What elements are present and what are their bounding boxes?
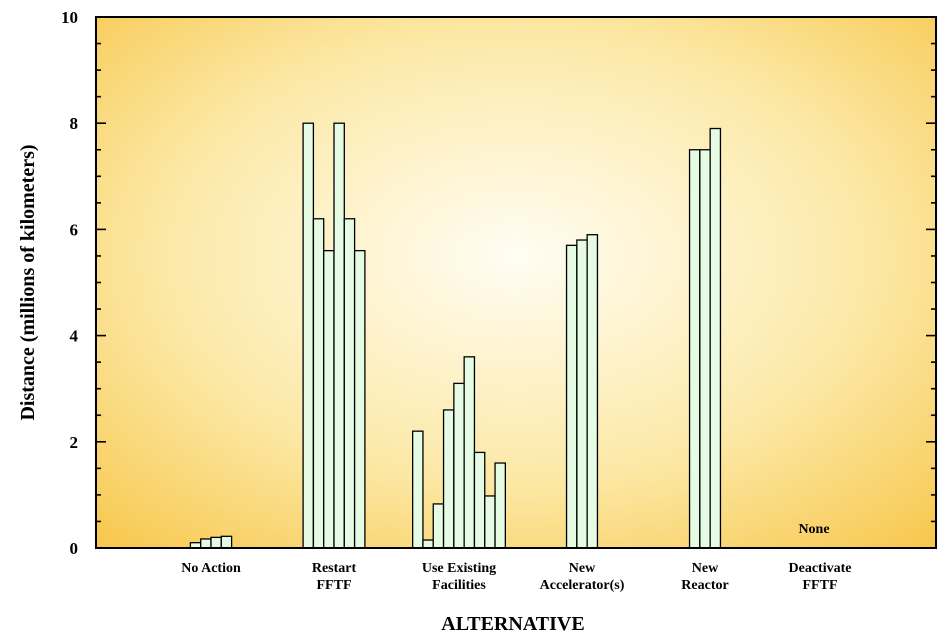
bar xyxy=(312,218,325,549)
category-label-line: FFTF xyxy=(317,578,352,593)
category-label-line: Facilities xyxy=(432,578,486,593)
bar xyxy=(200,538,212,549)
category-label-line: New xyxy=(569,561,596,576)
bar xyxy=(699,149,711,549)
bar xyxy=(473,451,486,549)
category-label-line: Deactivate xyxy=(789,561,852,576)
bar xyxy=(353,249,366,549)
category-label-line: No Action xyxy=(181,561,241,576)
y-tick-label: 4 xyxy=(70,327,79,346)
bar xyxy=(442,409,455,549)
bar xyxy=(463,356,476,549)
bar xyxy=(432,503,445,549)
category-label-line: Accelerator(s) xyxy=(540,578,625,593)
bar xyxy=(411,430,424,549)
bar xyxy=(323,249,335,549)
category-label-line: Reactor xyxy=(681,578,728,593)
bar xyxy=(343,218,356,549)
bar xyxy=(494,462,506,549)
bar xyxy=(484,495,496,549)
category-label: New Accelerator(s) xyxy=(540,561,625,593)
y-tick-label: 6 xyxy=(70,220,79,239)
bars-group xyxy=(189,122,722,549)
category-label: New Reactor xyxy=(681,561,728,593)
y-tick-label: 10 xyxy=(61,8,78,27)
y-tick-label: 8 xyxy=(70,114,79,133)
annotation-none: None xyxy=(798,522,829,537)
bar xyxy=(302,122,315,549)
category-label: Restart FFTF xyxy=(312,561,357,593)
category-label-line: Restart xyxy=(312,561,357,576)
bar xyxy=(333,122,345,549)
bar xyxy=(709,127,722,549)
category-label-line: FFTF xyxy=(803,578,838,593)
y-tick-label: 0 xyxy=(70,539,79,558)
bar xyxy=(688,149,701,549)
x-axis-title: ALTERNATIVE xyxy=(441,613,584,635)
category-label: No Action xyxy=(181,561,241,576)
bar xyxy=(453,382,465,549)
bar xyxy=(422,539,434,549)
category-label: Deactivate FFTF xyxy=(789,561,852,593)
bar xyxy=(586,234,599,549)
bar xyxy=(210,536,222,549)
y-tick-label: 2 xyxy=(70,433,79,452)
y-axis-title: Distance (millions of kilometers) xyxy=(17,144,39,420)
category-label-line: Use Existing xyxy=(422,561,496,576)
plot-area xyxy=(96,17,936,548)
category-label: Use Existing Facilities xyxy=(422,561,496,593)
bar xyxy=(576,239,588,549)
category-label-line: New xyxy=(692,561,719,576)
bar xyxy=(565,244,578,549)
bar xyxy=(220,535,233,549)
labels-group: 0 2 4 6 8 10 No Action Restart FFTF Use Existing F… xyxy=(61,8,851,593)
axes-group xyxy=(95,16,937,549)
